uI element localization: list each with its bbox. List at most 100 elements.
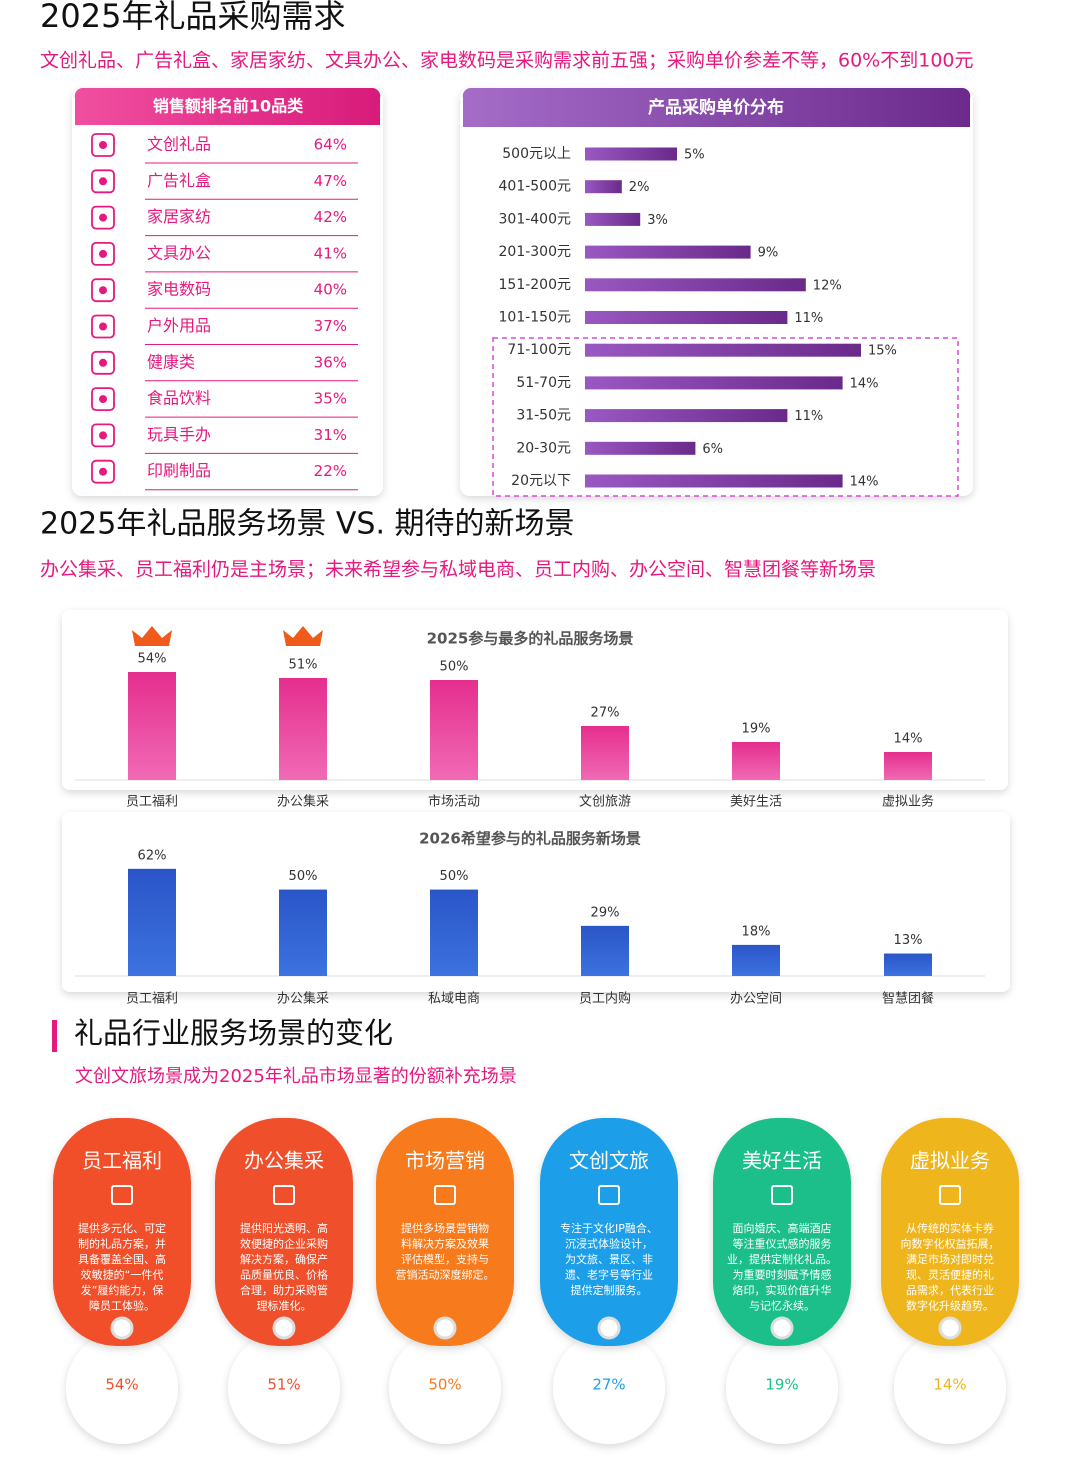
category-icon-dot [99,431,107,440]
value-label: 54% [105,1376,138,1394]
bar [581,726,629,780]
card-title: 办公集采 [244,1149,324,1173]
section-subtitle: 文创文旅场景成为2025年礼品市场显著的份额补充场景 [75,1066,517,1087]
card-text: 提供多场景营销物 [401,1221,489,1235]
card-text: 数字化升级趋势。 [906,1299,994,1313]
x-tick-label: 员工福利 [126,795,178,810]
card-ring [110,1316,134,1340]
value-label: 19% [765,1376,798,1394]
category-label: 户外用品 [147,316,211,335]
value-bubble [389,1332,501,1444]
value-label: 36% [314,353,347,371]
card-title: 美好生活 [742,1149,822,1173]
card-text: 专注于文化IP融合、 [560,1221,658,1235]
category-label: 71-100元 [507,342,571,358]
value-label: 50% [428,1376,461,1394]
bar [279,678,327,780]
card-icon [273,1185,295,1205]
card-text: 障员工体验。 [89,1299,155,1313]
value-label: 37% [314,317,347,335]
card-text: 具备覆盖全国、高 [78,1252,166,1266]
x-tick-label: 文创旅游 [579,795,631,810]
category-icon [91,350,115,375]
card-title: 员工福利 [82,1149,162,1173]
card-text: 解决方案，确保产 [240,1252,328,1266]
card-text: 品需求，代表行业 [906,1283,994,1297]
category-icon-dot [99,141,107,149]
card-text: 效便捷的企业采购 [240,1237,328,1251]
bar [585,180,622,194]
category-icon [91,387,115,412]
bar [279,889,327,976]
card-title: 文创文旅 [569,1149,649,1173]
value-label: 40% [314,281,347,299]
card-text: 等注重仪式感的服务 [733,1237,832,1251]
value-label: 13% [894,933,923,948]
charts: 文创礼品 64% 广告礼盒 47% 家居家纺 42% 文具办公 41% 家电数码 40% 户外用品 3… [53,133,1019,1444]
card-icon [598,1185,620,1205]
value-label: 11% [794,311,823,326]
card [215,1118,353,1346]
card-text: 发”履约能力，保 [81,1283,164,1297]
card-ring [770,1316,794,1340]
value-label: 9% [758,246,779,261]
card-text: 现、灵活便捷的礼 [906,1268,994,1282]
category-icon-dot [99,249,107,258]
x-tick-label: 美好生活 [730,795,782,810]
section-subtitle: 办公集采、员工福利仍是主场景；未来希望参与私域电商、员工内购、办公空间、智慧团餐… [40,559,876,581]
section-title: 2025年礼品采购需求 [40,0,345,35]
category-label: 101-150元 [499,310,572,326]
card-text: 烙印，实现价值升华 [733,1283,832,1297]
category-icon [91,314,115,339]
value-label: 54% [138,652,167,667]
category-label: 31-50元 [516,408,571,424]
x-tick-label: 私域电商 [428,992,480,1007]
card-title: 市场营销 [405,1149,485,1173]
category-icon-dot [99,322,107,331]
card-text: 制的礼品方案，并 [78,1237,166,1251]
crown-icons [132,626,323,646]
bar [585,441,696,455]
section-title: 礼品行业服务场景的变化 [74,1016,393,1050]
category-label: 51-70元 [516,375,571,391]
x-tick-label: 办公集采 [277,991,329,1007]
card-icon [939,1185,961,1205]
card-title: 虚拟业务 [910,1149,990,1173]
card-ring [938,1316,962,1340]
bar [585,474,843,488]
panel-title: 销售额排名前10品类 [153,97,304,116]
value-bubble [228,1332,340,1444]
value-label: 29% [591,905,620,920]
bar [585,376,843,390]
bar [884,752,932,780]
category-icon-dot [99,467,107,476]
bar [732,944,780,976]
category-label: 玩具手办 [147,425,211,444]
category-label: 151-200元 [499,277,572,293]
value-label: 22% [314,462,347,480]
panel-title: 产品采购单价分布 [648,97,784,118]
card-text: 业，提供定制化礼品。 [727,1252,837,1266]
card-text: 评估模型，支持与 [401,1252,489,1266]
category-label: 广告礼盒 [147,171,211,190]
bar [581,925,629,976]
category-icon [91,278,115,303]
card-text: 从传统的实体卡券 [906,1221,994,1235]
highlight-box [492,337,959,497]
value-label: 41% [314,244,347,262]
value-label: 50% [289,869,318,884]
value-label: 2% [629,180,650,195]
category-icon-dot [99,358,107,367]
card [540,1118,678,1346]
category-label: 401-500元 [499,179,572,195]
card-text: 提供阳光透明、高 [240,1221,328,1235]
card-text: 向数字化权益拓展， [901,1237,1000,1251]
bar [585,212,641,226]
bar [430,680,478,780]
card-icon [771,1185,793,1205]
panel-header [462,87,971,127]
value-label: 50% [440,660,469,675]
card-text: 合理，助力采购管 [240,1283,328,1297]
bar [585,278,806,292]
